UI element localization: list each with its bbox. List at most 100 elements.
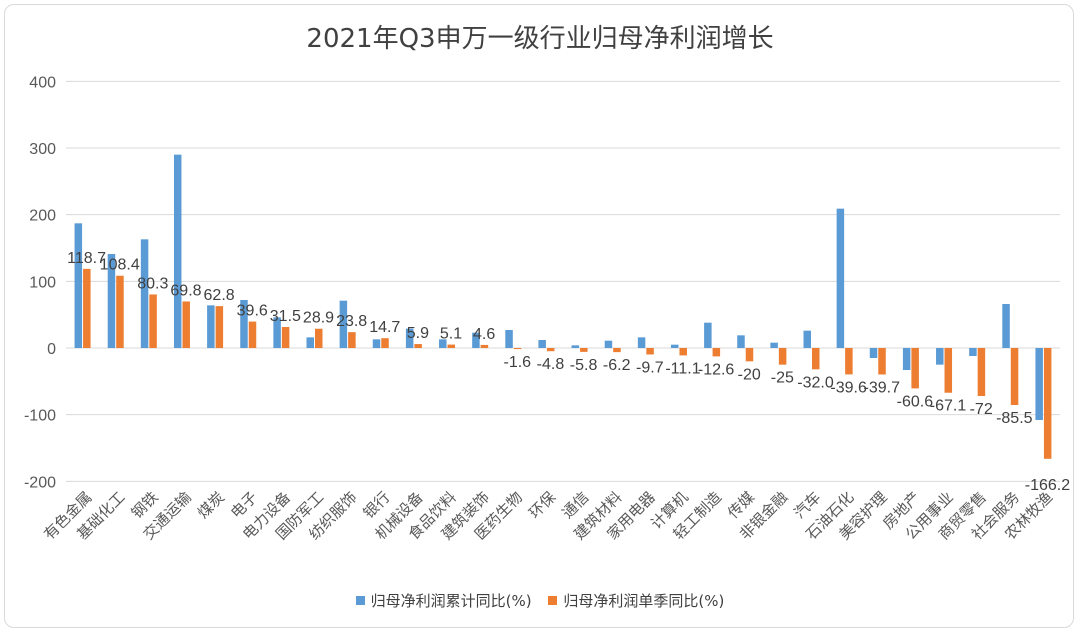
data-label: 28.9 (303, 310, 334, 327)
chart-frame (4, 4, 1074, 628)
bar-quarterly (182, 301, 190, 348)
bar-quarterly (414, 344, 422, 348)
bar-quarterly (315, 328, 323, 348)
data-label: -6.2 (603, 357, 631, 374)
legend: 归母净利润累计同比(%) 归母净利润单季同比(%) (0, 590, 1080, 611)
data-label: 80.3 (137, 275, 168, 292)
data-label: -12.6 (698, 361, 735, 378)
data-label: 69.8 (170, 282, 201, 299)
bar-cumulative (207, 305, 215, 348)
data-label: 5.1 (440, 326, 462, 343)
data-label: 118.7 (67, 250, 106, 267)
data-label: -72 (970, 401, 993, 418)
bar-cumulative (1002, 303, 1010, 348)
y-tick-label: -200 (24, 474, 56, 491)
data-label: 4.6 (473, 326, 495, 343)
bar-quarterly (977, 348, 986, 397)
data-label: -85.5 (996, 410, 1033, 427)
data-label: 39.6 (237, 303, 268, 320)
bar-quarterly (248, 321, 257, 348)
data-label: -1.6 (504, 354, 532, 371)
chart-title: 2021年Q3申万一级行业归母净利润增长 (306, 24, 774, 54)
data-label: -67.1 (930, 398, 967, 415)
data-label: 23.8 (336, 313, 367, 330)
x-tick-label: 煤炭 (194, 488, 228, 522)
bar-quarterly (580, 348, 588, 352)
bar-quarterly (1010, 348, 1019, 406)
bar-quarterly (513, 348, 522, 350)
bar-quarterly (381, 338, 389, 348)
bar-cumulative (306, 337, 314, 348)
data-label: -25 (771, 370, 794, 387)
data-label: -32.0 (797, 374, 834, 391)
bar-cumulative (737, 335, 745, 348)
bar-quarterly (447, 344, 456, 348)
bar-quarterly (149, 294, 157, 348)
bar-quarterly (778, 348, 787, 365)
data-label: -60.6 (897, 393, 934, 410)
bar-cumulative (472, 332, 480, 348)
x-tick-label: 环保 (525, 488, 559, 522)
bar-cumulative (604, 340, 613, 348)
legend-item-quarterly: 归母净利润单季同比(%) (548, 590, 724, 611)
bar-cumulative (969, 348, 977, 357)
bar-quarterly (1043, 348, 1052, 459)
bar-cumulative (240, 299, 248, 348)
bar-quarterly (712, 348, 721, 357)
data-label: -4.8 (537, 356, 565, 373)
bar-quarterly (116, 275, 124, 348)
data-label: -11.1 (665, 360, 700, 377)
bar-quarterly (845, 348, 853, 375)
legend-item-cumulative: 归母净利润累计同比(%) (355, 590, 532, 611)
bar-quarterly (83, 268, 91, 348)
y-tick-label: 0 (47, 341, 56, 358)
bar-cumulative (538, 339, 546, 348)
bar-cumulative (1035, 348, 1043, 421)
bar-cumulative (107, 253, 116, 348)
bar-cumulative (936, 348, 944, 365)
data-label: 14.7 (369, 319, 400, 336)
bar-quarterly (679, 348, 687, 356)
data-label: 5.9 (407, 325, 429, 342)
bar-quarterly (646, 348, 654, 355)
bar-cumulative (74, 223, 83, 348)
y-tick-label: 400 (29, 74, 56, 91)
y-tick-label: -100 (24, 408, 56, 425)
bar-cumulative (670, 344, 679, 348)
data-label: -9.7 (636, 359, 664, 376)
bar-cumulative (902, 348, 911, 371)
data-label: 62.8 (204, 287, 235, 304)
y-tick-label: 200 (29, 208, 56, 225)
data-label: 31.5 (270, 308, 301, 325)
data-label: -20 (738, 366, 761, 383)
bar-cumulative (704, 322, 712, 348)
data-label: 108.4 (100, 257, 140, 274)
bar-quarterly (878, 348, 886, 375)
data-label: -5.8 (570, 357, 598, 374)
bar-quarterly (215, 306, 224, 348)
bar-cumulative (405, 328, 414, 348)
bar-quarterly (911, 348, 919, 389)
bar-quarterly (546, 348, 555, 352)
y-tick-label: 100 (29, 274, 56, 291)
legend-label-cumulative: 归母净利润累计同比(%) (370, 592, 532, 610)
data-label: -166.2 (1025, 477, 1070, 494)
bar-cumulative (173, 154, 182, 348)
data-label: -39.6 (830, 379, 867, 396)
data-label: -39.7 (864, 379, 901, 396)
bar-cumulative (869, 348, 878, 359)
legend-label-quarterly: 归母净利润单季同比(%) (563, 592, 725, 610)
bar-quarterly (281, 326, 290, 348)
bar-cumulative (803, 330, 811, 348)
y-tick-label: 300 (29, 141, 56, 158)
bar-quarterly (613, 348, 621, 353)
bar-cumulative (571, 345, 580, 348)
bar-cumulative (273, 317, 281, 348)
bar-quarterly (944, 348, 953, 393)
bar-cumulative (439, 339, 447, 348)
bar-cumulative (505, 329, 513, 348)
bar-quarterly (812, 348, 820, 370)
bar-cumulative (140, 239, 149, 348)
bar-cumulative (372, 339, 381, 348)
bar-cumulative (770, 342, 778, 348)
